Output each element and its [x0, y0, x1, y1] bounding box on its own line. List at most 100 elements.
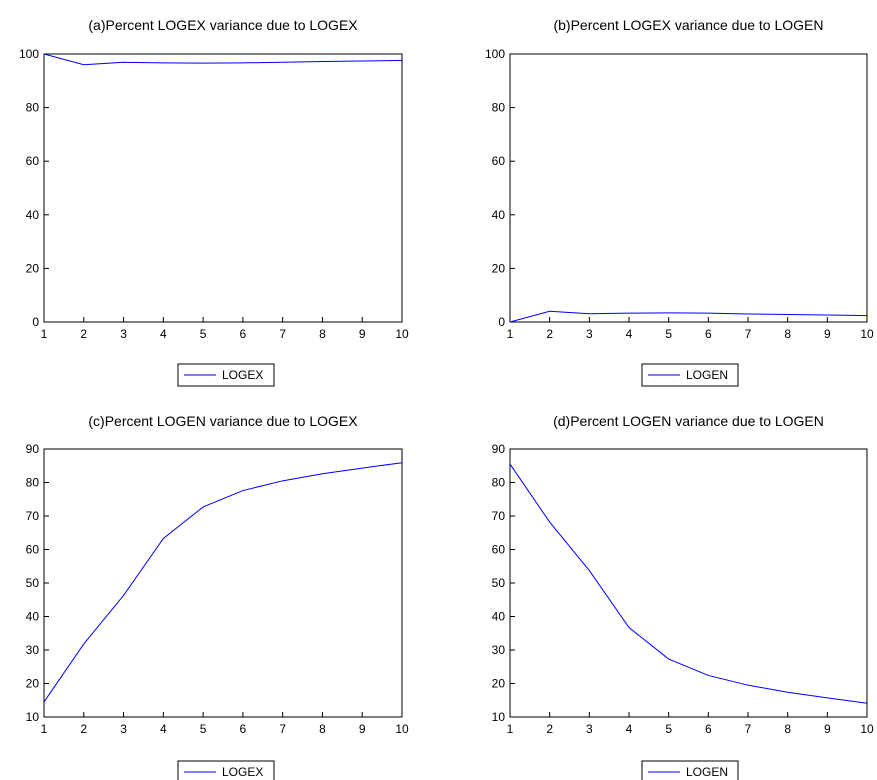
y-tick-label: 10 [492, 710, 506, 724]
legend-label: LOGEN [686, 368, 728, 382]
x-tick-label: 9 [824, 722, 831, 736]
data-point [826, 314, 829, 317]
data-point [628, 626, 631, 629]
data-point [548, 310, 551, 313]
series-line-logex [43, 462, 403, 703]
data-point [866, 314, 869, 317]
plot-area [509, 448, 868, 718]
data-point [241, 61, 244, 64]
y-tick-label: 20 [26, 677, 40, 691]
chart-title: (c)Percent LOGEN variance due to LOGEX [88, 413, 358, 429]
chart-panel-c: (c)Percent LOGEN variance due to LOGEX 10… [26, 413, 409, 780]
data-point [82, 642, 85, 645]
x-tick-label: 4 [160, 722, 167, 736]
x-tick-label: 2 [546, 327, 553, 341]
x-tick-label: 9 [359, 327, 366, 341]
x-tick-label: 1 [507, 327, 514, 341]
y-tick-label: 60 [492, 543, 506, 557]
data-point [509, 321, 512, 324]
y-tick-label: 90 [26, 442, 40, 456]
x-tick-label: 5 [200, 327, 207, 341]
series-line-logen [509, 310, 868, 323]
y-tick-label: 30 [492, 643, 506, 657]
legend-box [641, 363, 739, 387]
legend-label: LOGEN [686, 765, 728, 779]
x-tick-label: 8 [319, 327, 326, 341]
chart-panel-a: (a)Percent LOGEX variance due to LOGEX 0 2… [19, 17, 409, 387]
x-tick-label: 7 [745, 327, 752, 341]
data-point [866, 702, 869, 705]
x-tick-label: 9 [359, 722, 366, 736]
y-tick-label: 20 [492, 261, 506, 275]
y-tick-label: 80 [492, 101, 506, 115]
y-tick-label: 80 [26, 101, 40, 115]
data-point [361, 467, 364, 470]
x-tick-label: 5 [665, 327, 672, 341]
x-tick-label: 4 [626, 327, 633, 341]
x-tick-label: 4 [626, 722, 633, 736]
x-tick-label: 9 [824, 327, 831, 341]
data-point [786, 313, 789, 316]
data-point [361, 59, 364, 62]
data-point [786, 691, 789, 694]
y-tick-label: 0 [498, 315, 505, 329]
data-point [202, 62, 205, 65]
data-point [162, 61, 165, 64]
data-point [321, 60, 324, 63]
x-tick-label: 1 [41, 722, 48, 736]
x-tick-label: 10 [860, 327, 874, 341]
data-point [202, 505, 205, 508]
y-tick-label: 40 [492, 208, 506, 222]
data-point [281, 479, 284, 482]
data-point [747, 312, 750, 315]
x-tick-label: 6 [705, 327, 712, 341]
data-point [628, 312, 631, 315]
x-tick-label: 8 [784, 722, 791, 736]
y-tick-label: 0 [32, 315, 39, 329]
y-tick-label: 50 [492, 576, 506, 590]
y-tick-label: 20 [26, 261, 40, 275]
x-tick-label: 7 [279, 327, 286, 341]
x-tick-label: 1 [507, 722, 514, 736]
plot-area [509, 53, 868, 323]
x-tick-label: 10 [395, 327, 409, 341]
y-tick-label: 50 [26, 576, 40, 590]
y-tick-label: 60 [492, 154, 506, 168]
x-tick-label: 2 [546, 722, 553, 736]
legend-label: LOGEX [222, 765, 263, 779]
data-point [401, 59, 404, 62]
data-point [588, 312, 591, 315]
plot-area [43, 448, 403, 718]
x-tick-label: 2 [80, 722, 87, 736]
data-point [321, 472, 324, 475]
chart-title: (d)Percent LOGEN variance due to LOGEN [553, 413, 824, 429]
y-tick-label: 60 [26, 154, 40, 168]
data-point [667, 311, 670, 314]
legend: LOGEX [177, 760, 275, 780]
y-tick-label: 100 [19, 47, 39, 61]
y-tick-label: 40 [492, 610, 506, 624]
data-point [122, 61, 125, 64]
chart-title: (b)Percent LOGEX variance due to LOGEN [553, 17, 823, 33]
y-tick-label: 20 [492, 677, 506, 691]
x-tick-label: 6 [705, 722, 712, 736]
data-point [82, 63, 85, 66]
data-point [162, 537, 165, 540]
x-tick-label: 10 [395, 722, 409, 736]
data-point [241, 489, 244, 492]
x-tick-label: 3 [586, 722, 593, 736]
data-point [707, 312, 710, 315]
y-tick-label: 70 [26, 509, 40, 523]
chart-title: (a)Percent LOGEX variance due to LOGEX [88, 17, 358, 33]
x-tick-label: 8 [319, 722, 326, 736]
x-tick-label: 6 [240, 722, 247, 736]
x-tick-label: 3 [120, 327, 127, 341]
y-tick-label: 60 [26, 543, 40, 557]
x-tick-label: 1 [41, 327, 48, 341]
legend-label: LOGEX [222, 368, 263, 382]
y-tick-label: 40 [26, 610, 40, 624]
data-point [826, 696, 829, 699]
x-tick-label: 2 [80, 327, 87, 341]
y-tick-label: 80 [26, 476, 40, 490]
data-point [122, 594, 125, 597]
